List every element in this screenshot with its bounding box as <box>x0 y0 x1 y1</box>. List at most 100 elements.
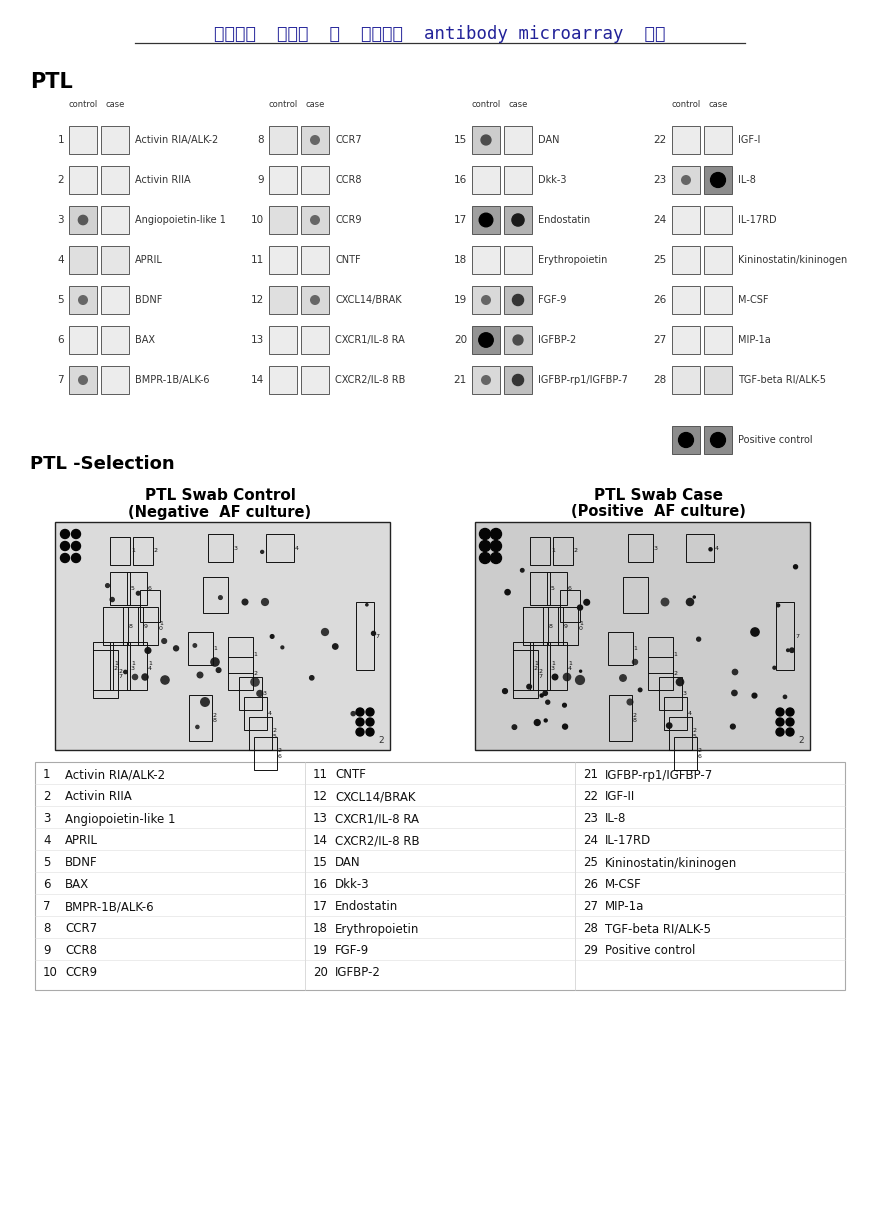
Text: 9: 9 <box>43 944 50 957</box>
Text: 2: 2 <box>574 549 578 554</box>
Text: (Positive  AF culture): (Positive AF culture) <box>570 504 745 520</box>
Text: 3: 3 <box>654 545 657 550</box>
Text: 13: 13 <box>251 335 264 345</box>
Circle shape <box>732 691 737 696</box>
Circle shape <box>71 530 80 538</box>
Text: CXCL14/BRAK: CXCL14/BRAK <box>335 295 401 305</box>
Circle shape <box>479 333 493 347</box>
Circle shape <box>562 703 567 707</box>
Text: 2
6: 2 6 <box>277 748 282 759</box>
Text: 1
3: 1 3 <box>131 661 135 671</box>
Text: 8: 8 <box>548 623 553 629</box>
Text: 2: 2 <box>154 549 158 554</box>
Bar <box>504 246 532 274</box>
Bar <box>69 326 97 354</box>
Bar <box>269 246 297 274</box>
Text: 2
5: 2 5 <box>273 728 276 739</box>
Bar <box>472 246 500 274</box>
Bar <box>69 166 97 194</box>
Text: PTL: PTL <box>30 72 73 92</box>
Circle shape <box>480 528 490 539</box>
Text: Positive control: Positive control <box>605 944 695 957</box>
Bar <box>55 522 390 750</box>
Circle shape <box>789 648 794 652</box>
Text: BAX: BAX <box>135 335 155 345</box>
Circle shape <box>502 688 508 693</box>
Bar <box>69 246 97 274</box>
Circle shape <box>540 694 543 697</box>
Text: CCR7: CCR7 <box>335 135 362 145</box>
Text: 9: 9 <box>257 175 264 185</box>
Text: 16: 16 <box>313 879 328 892</box>
Bar <box>607 631 633 665</box>
Circle shape <box>583 600 590 605</box>
Circle shape <box>490 528 502 539</box>
Circle shape <box>661 599 669 606</box>
Circle shape <box>666 722 672 728</box>
Bar <box>127 572 147 605</box>
Circle shape <box>257 691 263 697</box>
Bar <box>266 534 294 562</box>
Text: 11: 11 <box>313 768 328 782</box>
Bar <box>356 602 374 670</box>
Text: CXCR2/IL-8 RB: CXCR2/IL-8 RB <box>335 375 406 385</box>
Bar <box>472 126 500 154</box>
Circle shape <box>576 675 584 685</box>
Text: control: control <box>472 101 501 109</box>
Bar <box>93 642 113 690</box>
Circle shape <box>136 591 140 595</box>
Text: 5: 5 <box>57 295 64 305</box>
Bar <box>133 537 153 565</box>
Circle shape <box>333 644 338 650</box>
Text: 17: 17 <box>454 215 467 225</box>
Bar <box>622 577 648 613</box>
Text: 1: 1 <box>634 646 637 651</box>
Bar <box>269 366 297 394</box>
Bar <box>686 534 714 562</box>
Bar <box>202 577 228 613</box>
Circle shape <box>270 635 274 639</box>
Bar <box>672 366 700 394</box>
Circle shape <box>512 215 524 227</box>
Bar <box>301 366 329 394</box>
Text: 4: 4 <box>295 545 299 550</box>
Text: Activin RIA/ALK-2: Activin RIA/ALK-2 <box>135 135 218 145</box>
Text: 28: 28 <box>583 922 598 936</box>
Bar <box>101 166 129 194</box>
Text: case: case <box>509 101 528 109</box>
Bar <box>301 166 329 194</box>
Circle shape <box>201 698 209 707</box>
Text: Erythropoietin: Erythropoietin <box>538 255 607 265</box>
Bar <box>704 326 732 354</box>
Bar <box>69 366 97 394</box>
Bar <box>475 522 810 750</box>
Circle shape <box>794 565 797 568</box>
Text: 25: 25 <box>654 255 667 265</box>
Bar <box>301 206 329 234</box>
Text: IGFBP-rp1/IGFBP-7: IGFBP-rp1/IGFBP-7 <box>538 375 627 385</box>
Text: PTL Swab Control: PTL Swab Control <box>144 487 296 503</box>
Text: case: case <box>106 101 125 109</box>
Bar <box>704 425 732 454</box>
Bar <box>101 246 129 274</box>
Bar <box>69 206 97 234</box>
Circle shape <box>366 718 374 726</box>
Circle shape <box>786 728 794 736</box>
Text: 24: 24 <box>654 215 667 225</box>
Text: 5: 5 <box>131 585 135 591</box>
Text: IGFBP-2: IGFBP-2 <box>335 966 381 979</box>
Text: PTL Swab Case: PTL Swab Case <box>593 487 722 503</box>
Text: PTL -Selection: PTL -Selection <box>30 454 174 473</box>
Bar <box>672 246 700 274</box>
Circle shape <box>321 629 328 635</box>
Text: 2
7: 2 7 <box>119 669 122 680</box>
Text: CNTF: CNTF <box>335 768 366 782</box>
Text: 1: 1 <box>673 652 678 657</box>
Bar <box>110 537 130 565</box>
Text: 19: 19 <box>313 944 328 957</box>
Text: CCR8: CCR8 <box>335 175 362 185</box>
Text: 12: 12 <box>313 790 328 804</box>
Circle shape <box>311 136 319 144</box>
Text: 3: 3 <box>43 812 50 825</box>
Bar <box>504 206 532 234</box>
